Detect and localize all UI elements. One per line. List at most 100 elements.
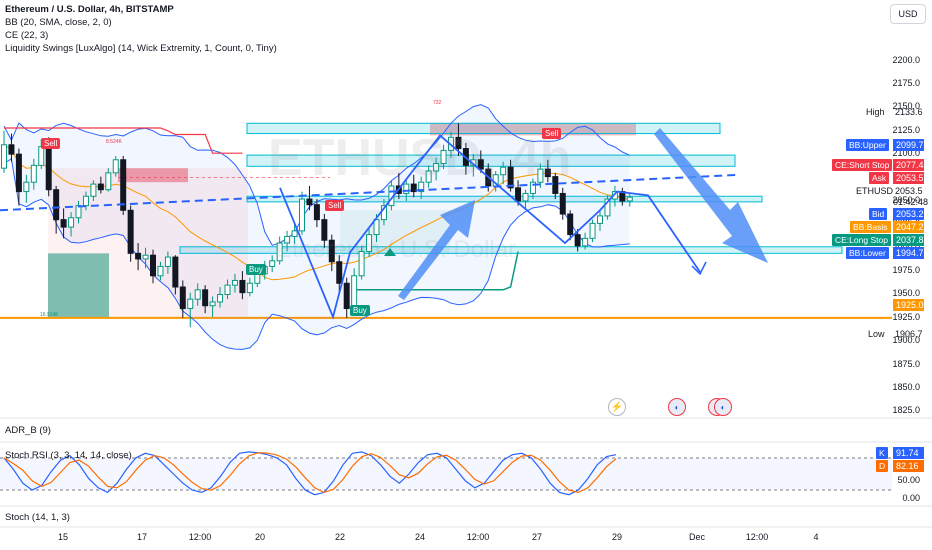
candle-body bbox=[172, 256, 179, 288]
candle-body bbox=[529, 181, 536, 194]
price-axis-tick: 2000.0 bbox=[880, 242, 920, 252]
candle-body bbox=[217, 293, 224, 303]
time-axis-tick: 12:00 bbox=[466, 532, 490, 542]
us-flag-icon[interactable]: ◐ bbox=[714, 398, 732, 416]
price-axis-tick: 1900.0 bbox=[892, 335, 920, 346]
candle-body bbox=[254, 273, 261, 284]
stoch-rsi-k-value: 91.74 bbox=[893, 447, 924, 459]
liquidity-zone-high bbox=[118, 168, 188, 183]
candle-body bbox=[477, 159, 484, 170]
candle-body bbox=[8, 144, 15, 155]
candle-body bbox=[90, 183, 97, 197]
price-axis-tick: 2100.0 bbox=[892, 148, 920, 159]
candle-body bbox=[135, 252, 142, 260]
low-value: 1906.7 bbox=[895, 329, 923, 339]
indicator-liquidity-swings[interactable]: Liquidity Swings [LuxAlgo] (14, Wick Ext… bbox=[5, 43, 277, 54]
price-axis-tick: 1975.0 bbox=[892, 265, 920, 276]
price-axis-tick: 2050.0 bbox=[892, 194, 920, 205]
candle-body bbox=[157, 265, 164, 277]
price-axis-tick: 2200.0 bbox=[892, 54, 920, 65]
candle-body bbox=[53, 189, 60, 221]
us-flag-icon[interactable]: ◐ bbox=[668, 398, 686, 416]
stoch-rsi-axis-50: 50.00 bbox=[897, 475, 920, 485]
bb-lower-tag: BB:Lower bbox=[846, 247, 889, 259]
candle-body bbox=[127, 209, 134, 254]
candle-body bbox=[544, 168, 551, 178]
candle-body bbox=[269, 260, 276, 267]
time-axis-tick: 12:00 bbox=[745, 532, 769, 542]
candle-body bbox=[97, 183, 104, 191]
candle-body bbox=[582, 237, 589, 247]
indicator-bb[interactable]: BB (20, SMA, close, 2, 0) bbox=[5, 17, 112, 28]
ce-long-line bbox=[354, 251, 519, 291]
bb-lower-value: 1994.7 bbox=[893, 247, 924, 259]
bid-value: 2053.2 bbox=[893, 208, 924, 220]
time-axis-tick: 15 bbox=[57, 532, 69, 542]
candle-body bbox=[366, 234, 373, 252]
time-axis-tick: 4 bbox=[813, 532, 819, 542]
candle-body bbox=[239, 279, 246, 294]
dashed-trendline bbox=[0, 173, 741, 212]
price-axis-tick: 2150.0 bbox=[892, 101, 920, 112]
sell-signal-3: Sell bbox=[542, 128, 562, 139]
candle-body bbox=[328, 239, 335, 263]
symbol-price-value: 2053.5 bbox=[895, 186, 923, 196]
ce-short-line bbox=[4, 127, 243, 154]
blue-up-arrow bbox=[398, 200, 475, 300]
candle-body bbox=[321, 219, 328, 241]
price-axis-tick: 2175.0 bbox=[892, 77, 920, 88]
candle-body bbox=[150, 254, 156, 277]
liquidity-zone-low bbox=[48, 253, 109, 318]
candle-body bbox=[559, 192, 566, 215]
ask-tag: Ask bbox=[869, 172, 890, 184]
drawings bbox=[0, 128, 768, 320]
watermark-name: Ethereum / U.S. Dollar bbox=[276, 236, 517, 263]
symbol-title: Ethereum / U.S. Dollar, 4h, BITSTAMP bbox=[5, 4, 174, 15]
price-axis-tick: 1825.0 bbox=[892, 405, 920, 416]
buy-signal-1: Buy bbox=[246, 264, 266, 275]
candle-body bbox=[194, 289, 201, 300]
candle-body bbox=[410, 183, 417, 193]
candle-body bbox=[336, 261, 343, 284]
indicator-ce[interactable]: CE (22, 3) bbox=[5, 30, 49, 41]
candle-body bbox=[604, 198, 611, 217]
candle-body bbox=[626, 196, 633, 202]
candle-body bbox=[276, 242, 283, 262]
adr-pane-label[interactable]: ADR_B (9) bbox=[5, 425, 51, 436]
candle-body bbox=[299, 198, 305, 232]
candle-body bbox=[306, 198, 313, 206]
candle-body bbox=[597, 215, 603, 224]
bb-basis-value: 2047.2 bbox=[893, 221, 924, 233]
candle-body bbox=[142, 254, 149, 260]
currency-button[interactable]: USD bbox=[890, 4, 926, 24]
bb-upper-value: 2099.7 bbox=[893, 139, 924, 151]
stoch-rsi-lines bbox=[0, 451, 892, 496]
watermark-symbol: ETHUSD, 4h bbox=[268, 129, 572, 187]
candle-body bbox=[589, 222, 596, 239]
candle-body bbox=[433, 163, 440, 172]
symbol-price-label: ETHUSD bbox=[856, 186, 894, 196]
stoch-rsi-pane-label[interactable]: Stoch RSI (3, 3, 14, 14, close) bbox=[5, 450, 132, 461]
liquidity-mark-top: 732 bbox=[433, 100, 442, 106]
candle-body bbox=[418, 181, 425, 193]
candle-body bbox=[246, 282, 253, 294]
stoch-pane-label[interactable]: Stoch (14, 1, 3) bbox=[5, 512, 70, 523]
lightning-icon[interactable]: ⚡ bbox=[608, 398, 626, 416]
candle-body bbox=[425, 170, 432, 183]
candle-body bbox=[105, 172, 112, 191]
candle-body bbox=[284, 235, 291, 244]
candle-body bbox=[15, 153, 22, 193]
sell-signal-1: Sell bbox=[41, 138, 61, 149]
candle-body bbox=[60, 219, 67, 228]
candle-body bbox=[313, 204, 320, 221]
stoch-band-fill bbox=[0, 458, 892, 490]
zigzag-pattern-line bbox=[279, 134, 701, 320]
price-axis-tick: 2125.0 bbox=[892, 124, 920, 135]
ce-short-value: 2077.4 bbox=[893, 159, 924, 171]
grid-lines bbox=[0, 417, 932, 528]
candle-body bbox=[209, 301, 216, 307]
candle-body bbox=[68, 217, 75, 228]
candle-body bbox=[537, 168, 544, 183]
candle-body bbox=[515, 187, 522, 202]
